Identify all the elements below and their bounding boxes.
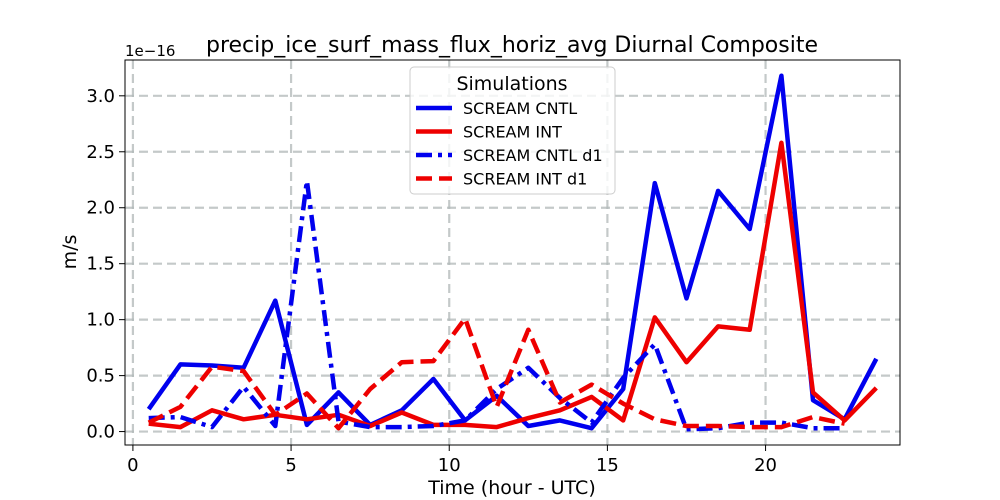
- legend-label: SCREAM CNTL d1: [463, 146, 603, 165]
- chart-title: precip_ice_surf_mass_flux_horiz_avg Diur…: [206, 33, 818, 58]
- legend-box: [409, 66, 616, 195]
- legend-label: SCREAM CNTL: [463, 99, 577, 118]
- series-lines: [146, 73, 879, 432]
- y-tick-label: 3.0: [86, 86, 115, 107]
- y-tick-label: 2.5: [86, 142, 115, 163]
- legend-label: SCREAM INT: [463, 123, 562, 142]
- series-line-0: [146, 73, 879, 431]
- legend-title: Simulations: [456, 73, 567, 95]
- legend-label: SCREAM INT d1: [463, 170, 587, 189]
- y-tick-label: 0.5: [86, 366, 115, 387]
- y-tick-label: 2.0: [86, 198, 115, 219]
- x-tick-label: 10: [438, 455, 461, 476]
- x-tick-label: 5: [285, 455, 296, 476]
- x-tick-label: 20: [754, 455, 777, 476]
- y-tick-label: 1.5: [86, 254, 115, 275]
- axes-frame: [124, 59, 901, 446]
- x-tick-label: 0: [127, 455, 138, 476]
- series-line-1: [148, 140, 878, 430]
- x-axis-label: Time (hour - UTC): [427, 477, 595, 499]
- y-tick-label: 0.0: [86, 422, 115, 443]
- series-line-3: [147, 316, 846, 431]
- y-offset-text: 1e−16: [125, 42, 175, 60]
- axis-ticks: 0 5 10 15 20 0.0 0.5 1.0 1.5 2.0 2.5 3.0: [86, 86, 777, 476]
- y-tick-label: 1.0: [86, 310, 115, 331]
- y-axis-label: m/s: [59, 235, 81, 270]
- series-line-2: [148, 178, 845, 432]
- legend-entries: SCREAM CNTL SCREAM INT SCREAM CNTL d1 SCREA…: [416, 99, 603, 189]
- x-tick-label: 15: [596, 455, 619, 476]
